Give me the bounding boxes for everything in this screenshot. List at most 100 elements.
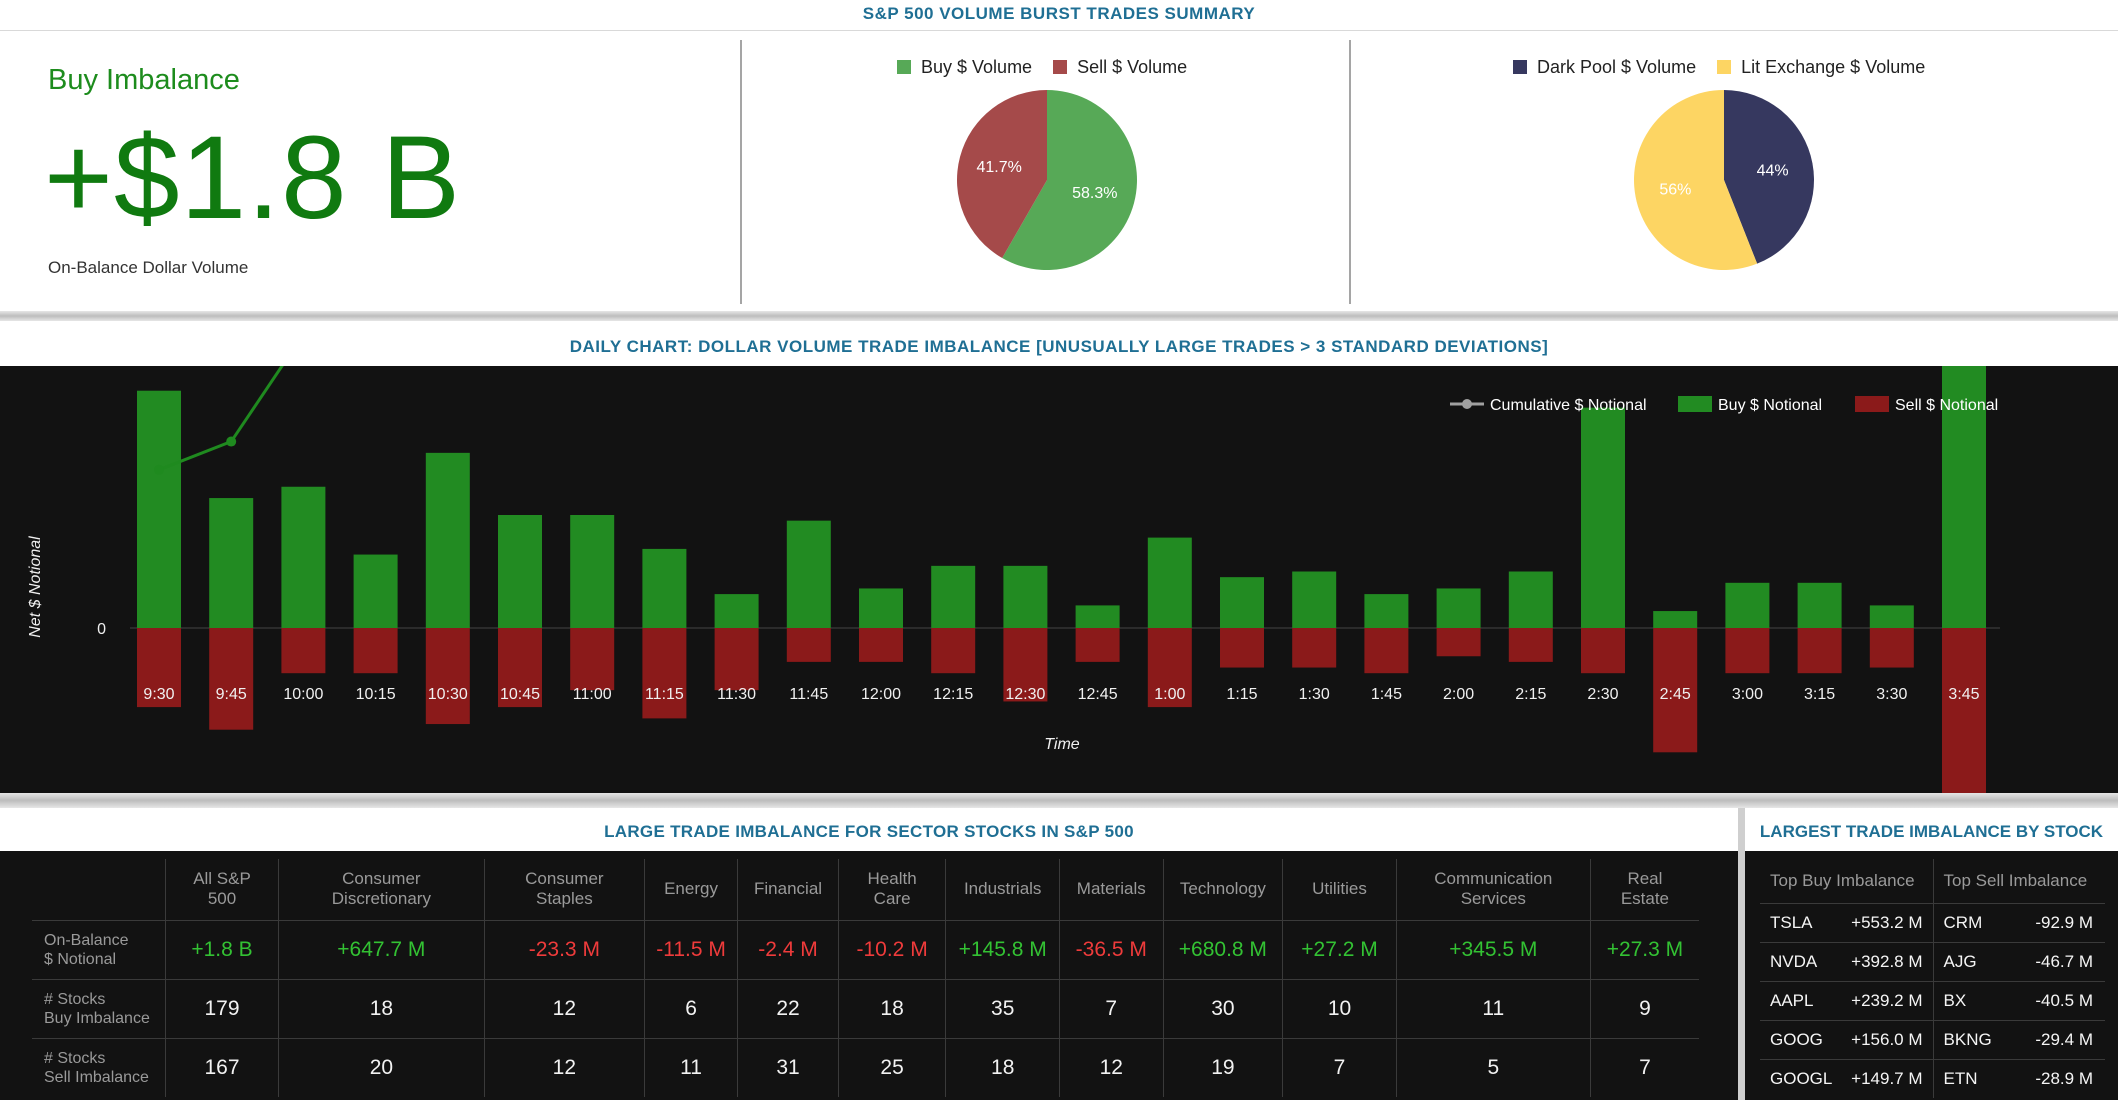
sell-bar[interactable] [137,628,181,708]
buy-bar[interactable] [642,548,687,628]
legend-item-lit-exchange[interactable]: Lit Exchange $ Volume [1717,57,1925,78]
table-row[interactable]: AAPL +239.2 M BX -40.5 M [1760,980,2105,1020]
buy-value: +239.2 M [1841,980,1934,1020]
buy-bar[interactable] [1436,588,1481,628]
divider [740,40,742,304]
column-header[interactable]: Materials [1059,859,1164,920]
column-header[interactable]: Technology [1163,859,1284,920]
buy-bar[interactable] [1292,571,1337,629]
pie-slice-label: 58.3% [1072,185,1117,202]
buy-bar[interactable] [1797,582,1842,628]
sell-bar[interactable] [1797,628,1842,674]
buy-bar[interactable] [1147,537,1192,628]
x-tick-label: 11:15 [645,686,684,703]
column-header[interactable]: Utilities [1282,859,1397,920]
sell-bar[interactable] [1508,628,1553,662]
sell-bar[interactable] [1436,628,1481,657]
column-header-line: All S&P [193,869,251,889]
buy-bar[interactable] [1653,611,1698,628]
table-row[interactable]: GOOG +156.0 M BKNG -29.4 M [1760,1019,2105,1059]
sell-bar[interactable] [1292,628,1337,668]
column-header[interactable]: Communication Services [1396,859,1591,920]
buy-bar[interactable] [1220,577,1264,628]
buy-bar[interactable] [1003,565,1048,628]
buy-bar[interactable] [570,515,615,628]
pie-slice[interactable] [957,90,1047,259]
legend-label[interactable]: Buy $ Notional [1718,397,1822,414]
buy-bar[interactable] [714,594,759,628]
column-header[interactable]: Energy [644,859,739,920]
sell-bar[interactable] [1075,628,1120,662]
pie-slice[interactable] [1724,90,1814,264]
sell-bar[interactable] [714,628,759,691]
column-header[interactable]: Consumer Discretionary [278,859,485,920]
sell-bar[interactable] [1653,628,1698,753]
column-header-top-buy[interactable]: Top Buy Imbalance [1760,859,1934,903]
sell-bar[interactable] [1581,628,1625,674]
buy-bar[interactable] [281,486,326,628]
section-separator [0,311,2118,321]
cumulative-point[interactable] [226,436,237,447]
buy-bar[interactable] [353,554,398,628]
buy-value: +553.2 M [1841,902,1934,942]
buy-bar[interactable] [1508,571,1553,629]
cumulative-point[interactable] [154,464,164,475]
sell-bar[interactable] [425,628,470,725]
buy-bar[interactable] [931,565,976,628]
column-header[interactable]: Industrials [945,859,1060,920]
pie-slice[interactable] [1634,90,1758,270]
table-header-row: All S&P 500 Consumer Discretionary Consumer S… [32,859,1699,920]
sell-bar[interactable] [353,628,398,674]
buy-bar[interactable] [425,452,470,628]
legend-label[interactable]: Cumulative $ Notional [1490,397,1647,414]
column-header[interactable]: Health Care [838,859,947,920]
sell-bar[interactable] [1942,628,1986,854]
buy-bar[interactable] [1075,605,1120,628]
column-header[interactable]: Consumer Staples [484,859,645,920]
column-header[interactable]: All S&P 500 [165,859,279,920]
buy-bar[interactable] [1364,594,1409,628]
table-cell: 25 [838,1037,947,1097]
legend-item-dark-pool[interactable]: Dark Pool $ Volume [1513,57,1696,78]
buy-bar[interactable] [1869,605,1914,628]
table-cell: +145.8 M [945,919,1060,979]
buy-bar[interactable] [859,588,903,628]
buy-bar[interactable] [1581,407,1625,628]
pie-slice[interactable] [1002,90,1137,270]
table-row[interactable]: NVDA +392.8 M AJG -46.7 M [1760,941,2105,981]
sell-bar[interactable] [931,628,976,674]
legend-item-buy[interactable]: Buy $ Volume [897,57,1032,78]
buy-bar[interactable] [786,520,831,628]
sell-bar[interactable] [859,628,903,662]
buy-symbol: GOOG [1760,1019,1842,1059]
legend-item-sell[interactable]: Sell $ Volume [1053,57,1187,78]
sell-bar[interactable] [570,628,615,691]
sell-bar[interactable] [642,628,687,719]
row-label: # Stocks Buy Imbalance [32,978,167,1038]
sell-bar[interactable] [1364,628,1409,674]
sell-bar[interactable] [786,628,831,662]
x-tick-label: 11:30 [717,686,756,703]
buy-bar[interactable] [498,515,542,628]
sell-bar[interactable] [1869,628,1914,668]
buy-bar[interactable] [209,498,254,628]
legend-label[interactable]: Sell $ Notional [1895,397,1998,414]
buy-bar[interactable] [1725,582,1770,628]
column-header-top-sell[interactable]: Top Sell Imbalance [1943,870,2088,890]
buy-bar[interactable] [137,390,181,628]
sell-bar[interactable] [1725,628,1770,674]
x-tick-label: 11:00 [573,686,612,703]
sell-bar[interactable] [1147,628,1192,708]
sell-bar[interactable] [498,628,542,708]
sell-bar[interactable] [281,628,326,674]
buy-sell-legend: Buy $ Volume Sell $ Volume [897,57,1203,78]
table-row[interactable]: GOOGL +149.7 M ETN -28.9 M [1760,1058,2105,1098]
table-cell: 11 [644,1037,739,1097]
table-row[interactable]: TSLA +553.2 M CRM -92.9 M [1760,902,2105,942]
column-header[interactable]: Financial [737,859,839,920]
sell-bar[interactable] [209,628,254,730]
sell-bar[interactable] [1220,628,1264,668]
legend-bar-swatch [1855,396,1889,412]
sell-bar[interactable] [1003,628,1048,702]
column-header[interactable]: Real Estate [1590,859,1699,920]
